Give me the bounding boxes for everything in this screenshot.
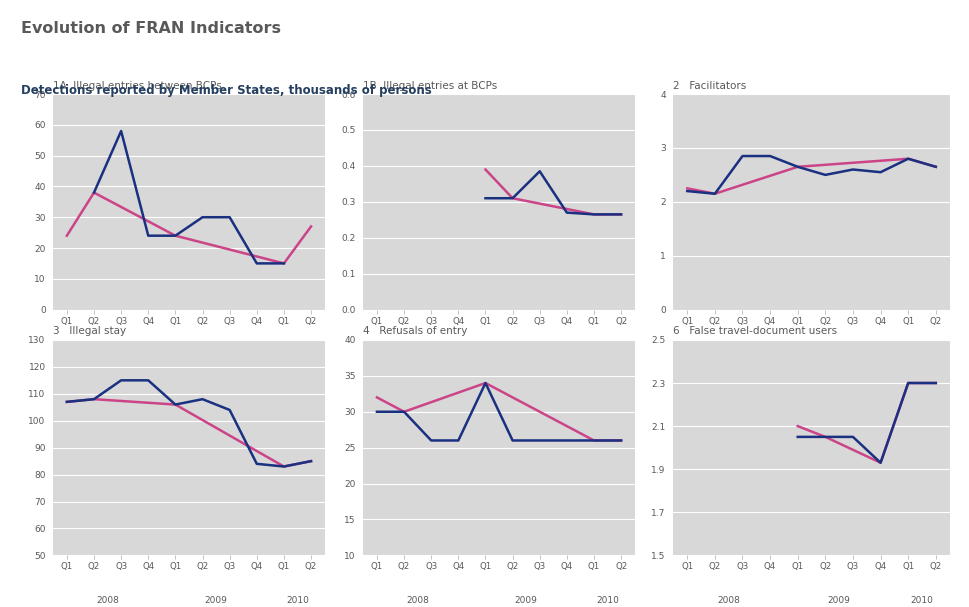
Text: 2009: 2009: [828, 350, 851, 359]
Text: 2009: 2009: [515, 596, 538, 605]
Text: 2009: 2009: [204, 350, 228, 359]
Text: 3   Illegal stay: 3 Illegal stay: [53, 327, 126, 336]
Text: 2008: 2008: [96, 350, 119, 359]
Text: 1B  Illegal entries at BCPs: 1B Illegal entries at BCPs: [363, 81, 498, 90]
Text: 2008: 2008: [717, 350, 740, 359]
Text: 2010: 2010: [286, 350, 309, 359]
Text: 2008: 2008: [717, 596, 740, 605]
Text: 1A  Illegal entries between BCPs: 1A Illegal entries between BCPs: [53, 81, 222, 90]
Text: 2010: 2010: [911, 350, 933, 359]
Text: 2   Facilitators: 2 Facilitators: [673, 81, 747, 90]
Text: 2009: 2009: [828, 596, 851, 605]
Text: 4   Refusals of entry: 4 Refusals of entry: [363, 327, 468, 336]
Text: 2008: 2008: [406, 350, 429, 359]
Text: 2010: 2010: [286, 596, 309, 605]
Text: 2010: 2010: [596, 350, 619, 359]
Text: 2010: 2010: [911, 596, 933, 605]
Text: Evolution of FRAN Indicators: Evolution of FRAN Indicators: [21, 21, 281, 36]
Text: 2009: 2009: [515, 350, 538, 359]
Text: 2008: 2008: [96, 596, 119, 605]
Text: 6   False travel-document users: 6 False travel-document users: [673, 327, 837, 336]
Text: 2010: 2010: [596, 596, 619, 605]
Text: 2008: 2008: [406, 596, 429, 605]
Text: 2009: 2009: [204, 596, 228, 605]
Text: Detections reported by Member States, thousands of persons: Detections reported by Member States, th…: [21, 84, 432, 97]
